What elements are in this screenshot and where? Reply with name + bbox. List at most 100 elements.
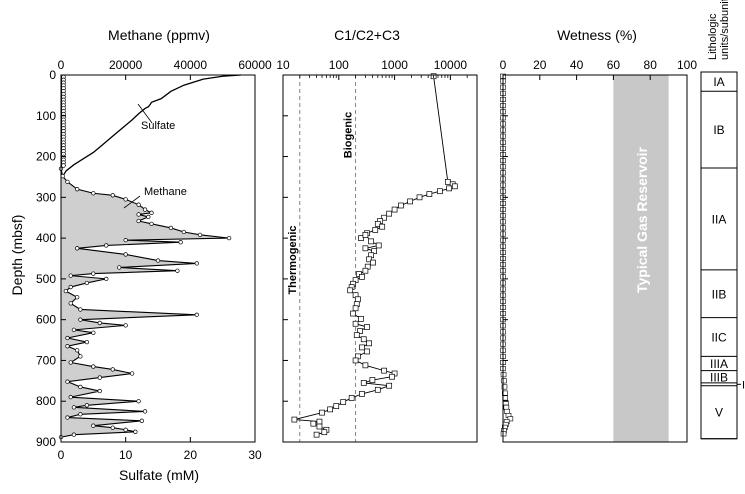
c1-c2c3-point — [364, 324, 370, 330]
reference-lines: Thermogenic Biogenic — [287, 75, 357, 442]
lithology-panel: Lithologic units/subunits IA IB IIA IIB IIC II… — [700, 0, 745, 440]
reference-line-label: Biogenic — [343, 112, 355, 158]
methane-point — [175, 268, 180, 273]
c1-c2c3-point — [372, 227, 379, 233]
sulfate-tick-label: 20 — [184, 448, 198, 462]
wetness-tick-label: 40 — [570, 58, 584, 72]
methane-fill — [61, 168, 230, 438]
c1-c2c3-point — [319, 409, 325, 416]
c1-c2c3-point — [360, 380, 367, 386]
methane-point — [91, 271, 96, 276]
lithology-unit-label: V — [715, 406, 723, 420]
methane-point — [97, 388, 102, 394]
sulfate-tick-label: 10 — [119, 448, 133, 462]
depth-tick-label: 600 — [36, 313, 56, 327]
lithology-unit-label: IIA — [712, 212, 727, 226]
methane-point — [97, 375, 102, 380]
methane-annotation: Methane — [144, 186, 187, 198]
c1-c2c3-point — [310, 420, 317, 427]
c1-c2c3-point — [352, 320, 359, 327]
c1-c2c3-point — [350, 310, 356, 317]
methane-point — [68, 273, 73, 278]
methane-point — [136, 212, 141, 217]
methane-point — [226, 235, 232, 241]
wetness-point — [503, 404, 510, 410]
sulfate-ticks: 0 10 20 30 — [58, 437, 262, 462]
methane-point — [68, 301, 73, 306]
methane-point — [133, 429, 138, 434]
sulfate-tick-label: 0 — [58, 448, 65, 462]
c1-c2c3-tick-label: 1000 — [381, 58, 408, 72]
methane-point — [78, 354, 83, 359]
wetness-point — [504, 408, 510, 414]
c1-c2c3-points — [291, 73, 458, 438]
c1-c2c3-point — [340, 399, 347, 405]
methane-points — [58, 166, 232, 440]
c1-c2c3-point — [374, 386, 381, 393]
c1-c2c3-depth-ticks — [283, 74, 288, 443]
methane-point — [146, 214, 151, 220]
methane-point — [75, 187, 80, 192]
methane-point — [75, 246, 80, 251]
depth-tick-label: 300 — [36, 190, 56, 204]
c1-c2c3-point — [327, 406, 334, 413]
reference-line-label: Thermogenic — [287, 225, 299, 294]
methane-point — [194, 261, 199, 266]
c1-c2c3-ticks: 10 100 1000 10000 — [276, 58, 478, 80]
c1-c2c3-tick-label: 10000 — [434, 58, 468, 72]
wetness-tick-label: 0 — [500, 58, 507, 72]
methane-point — [136, 399, 141, 404]
c1-c2c3-point — [362, 362, 369, 369]
c1-c2c3-point — [347, 287, 354, 294]
methane-point — [155, 258, 161, 263]
sulfate-annotation: Sulfate — [141, 120, 175, 132]
wetness-frame — [502, 74, 688, 443]
c1-c2c3-title: C1/C2+C3 — [334, 27, 400, 43]
c1-c2c3-point — [370, 259, 376, 266]
near-zero-methane-points — [61, 74, 66, 168]
wetness-tick-label: 60 — [607, 58, 621, 72]
methane-point — [149, 221, 154, 226]
c1-c2c3-point — [369, 377, 376, 383]
methane-point — [91, 191, 96, 196]
gas-reservoir-band: Typical Gas Reservoir — [613, 75, 669, 442]
methane-point — [136, 202, 141, 207]
methane-tick-label: 60000 — [238, 58, 272, 72]
wetness-points — [500, 73, 514, 437]
depth-tick-label: 700 — [36, 353, 56, 367]
methane-point — [65, 379, 70, 384]
methane-point — [68, 284, 73, 290]
methane-point — [139, 418, 144, 423]
c1-c2c3-point — [381, 214, 387, 221]
c1-c2c3-point — [291, 416, 298, 423]
depth-tick-label: 400 — [36, 231, 56, 245]
wetness-point — [501, 384, 508, 390]
methane-point — [65, 344, 70, 349]
methane-point — [149, 210, 154, 215]
methane-point — [110, 193, 115, 198]
lithology-header-line-1: Lithologic — [707, 13, 719, 60]
lithology-unit-label: IIB — [712, 287, 727, 301]
c1-c2c3-point — [352, 305, 359, 312]
methane-point — [78, 307, 83, 312]
methane-point — [104, 276, 109, 282]
wetness-tick-label: 20 — [533, 58, 547, 72]
methane-frame — [60, 74, 256, 443]
methane-point — [110, 425, 115, 430]
methane-ticks: 0 20000 40000 60000 — [58, 58, 272, 80]
c1-c2c3-point — [362, 231, 369, 238]
wetness-tick-label: 100 — [677, 58, 697, 72]
methane-tick-label: 0 — [58, 58, 65, 72]
c1-c2c3-point — [364, 348, 370, 355]
c1-c2c3-frame — [282, 74, 478, 443]
methane-low-point — [61, 163, 66, 168]
c1-c2c3-point — [360, 336, 367, 343]
c1-c2c3-point — [386, 382, 393, 389]
lithology-unit-label: IA — [713, 75, 724, 89]
c1-c2c3-point — [316, 418, 323, 425]
methane-point — [168, 225, 174, 231]
methane-point — [194, 312, 199, 317]
depth-tick-label: 0 — [49, 68, 56, 82]
depth-tick-label: 900 — [36, 435, 56, 449]
